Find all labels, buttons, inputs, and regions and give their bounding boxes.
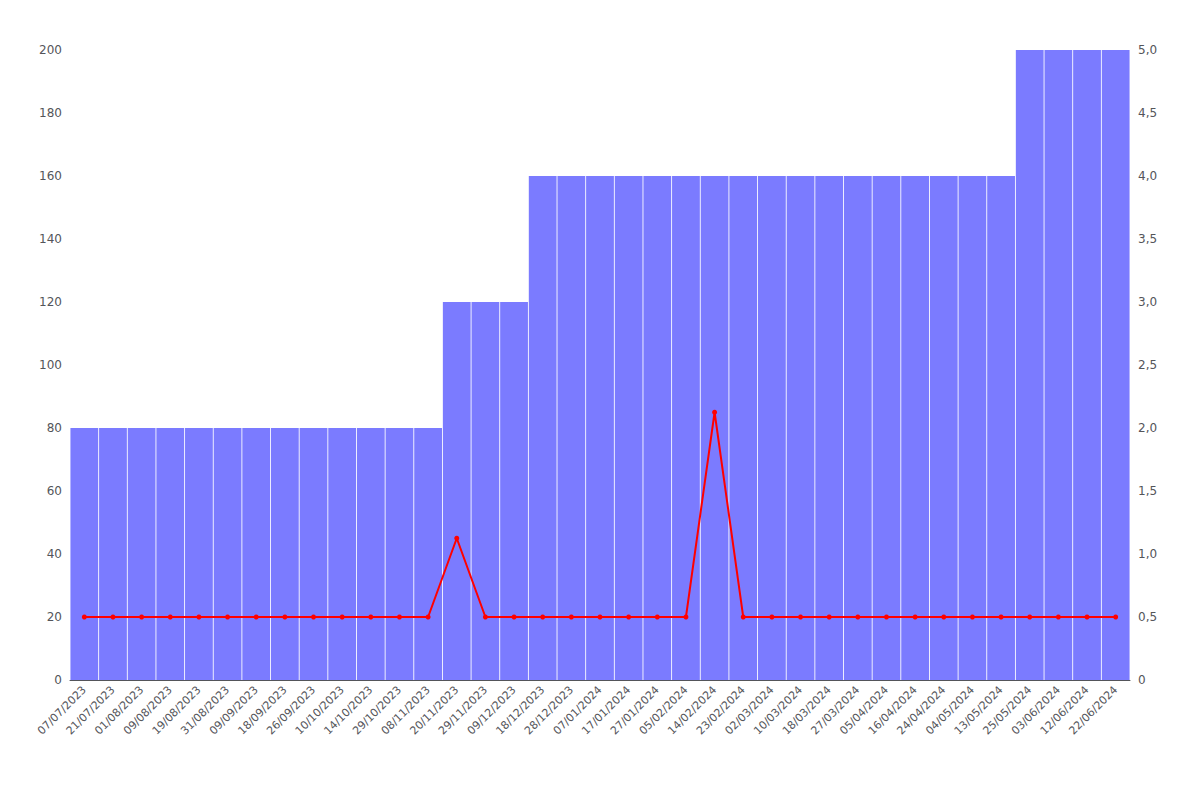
svg-text:29/11/2023: 29/11/2023 (436, 683, 490, 738)
svg-text:18/03/2024: 18/03/2024 (779, 683, 834, 738)
svg-text:07/07/2023: 07/07/2023 (35, 683, 89, 738)
svg-text:60: 60 (47, 484, 62, 498)
svg-text:0,5: 0,5 (1138, 610, 1157, 624)
svg-text:0: 0 (1138, 673, 1146, 687)
svg-text:80: 80 (47, 421, 62, 435)
svg-text:29/10/2023: 29/10/2023 (350, 683, 405, 738)
svg-text:180: 180 (39, 106, 62, 120)
svg-text:24/04/2024: 24/04/2024 (894, 683, 949, 738)
svg-text:02/03/2024: 02/03/2024 (722, 683, 777, 738)
svg-text:09/08/2023: 09/08/2023 (120, 683, 175, 738)
svg-text:27/01/2024: 27/01/2024 (607, 683, 662, 738)
svg-text:1,0: 1,0 (1138, 547, 1157, 561)
svg-text:20/11/2023: 20/11/2023 (407, 683, 462, 738)
svg-text:09/12/2023: 09/12/2023 (464, 683, 519, 738)
svg-text:12/06/2024: 12/06/2024 (1037, 683, 1092, 738)
svg-text:13/05/2024: 13/05/2024 (951, 683, 1006, 738)
svg-text:1,5: 1,5 (1138, 484, 1157, 498)
svg-text:16/04/2024: 16/04/2024 (865, 683, 920, 738)
svg-text:19/08/2023: 19/08/2023 (149, 683, 204, 738)
svg-text:27/03/2024: 27/03/2024 (808, 683, 863, 738)
svg-text:04/05/2024: 04/05/2024 (923, 683, 977, 738)
svg-text:5,0: 5,0 (1138, 43, 1157, 57)
svg-text:08/11/2023: 08/11/2023 (378, 683, 433, 738)
svg-text:4,0: 4,0 (1138, 169, 1157, 183)
svg-text:18/09/2023: 18/09/2023 (235, 683, 290, 738)
svg-text:05/04/2024: 05/04/2024 (837, 683, 892, 738)
svg-text:03/06/2024: 03/06/2024 (1009, 683, 1063, 738)
svg-text:10/03/2024: 10/03/2024 (751, 683, 806, 738)
svg-text:07/01/2024: 07/01/2024 (550, 683, 605, 738)
svg-text:01/08/2023: 01/08/2023 (92, 683, 147, 738)
svg-text:22/06/2024: 22/06/2024 (1066, 683, 1120, 737)
svg-text:3,0: 3,0 (1138, 295, 1157, 309)
svg-text:40: 40 (47, 547, 62, 561)
svg-text:18/12/2023: 18/12/2023 (493, 683, 548, 738)
svg-text:200: 200 (39, 43, 62, 57)
svg-text:09/09/2023: 09/09/2023 (206, 683, 261, 738)
svg-text:0: 0 (54, 673, 62, 687)
svg-text:17/01/2024: 17/01/2024 (579, 683, 634, 738)
svg-text:2,5: 2,5 (1138, 358, 1157, 372)
svg-text:140: 140 (39, 232, 62, 246)
svg-text:14/10/2023: 14/10/2023 (321, 683, 376, 738)
svg-text:3,5: 3,5 (1138, 232, 1157, 246)
svg-text:20: 20 (47, 610, 62, 624)
svg-text:120: 120 (39, 295, 62, 309)
svg-text:31/08/2023: 31/08/2023 (178, 683, 233, 738)
svg-text:160: 160 (39, 169, 62, 183)
svg-text:25/05/2024: 25/05/2024 (980, 683, 1035, 738)
svg-text:23/02/2024: 23/02/2024 (693, 683, 748, 738)
svg-text:14/02/2024: 14/02/2024 (665, 683, 720, 738)
svg-text:2,0: 2,0 (1138, 421, 1157, 435)
svg-text:100: 100 (39, 358, 62, 372)
svg-text:21/07/2023: 21/07/2023 (63, 683, 118, 738)
svg-text:10/10/2023: 10/10/2023 (292, 683, 347, 738)
svg-text:26/09/2023: 26/09/2023 (264, 683, 319, 738)
svg-text:05/02/2024: 05/02/2024 (636, 683, 691, 738)
svg-text:4,5: 4,5 (1138, 106, 1157, 120)
svg-text:28/12/2023: 28/12/2023 (522, 683, 576, 738)
